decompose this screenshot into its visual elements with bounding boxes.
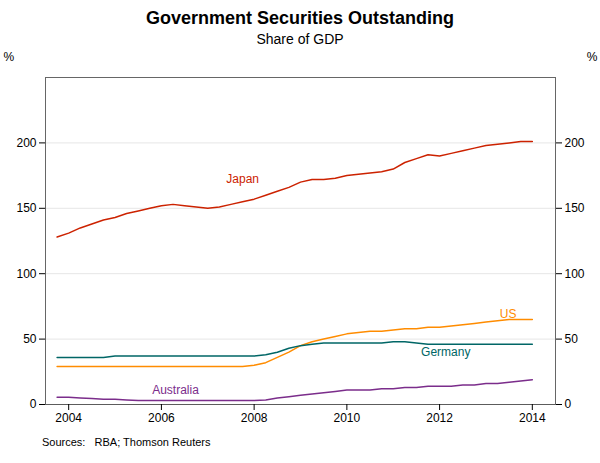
html-text:Government Securities Outstand: Government Securities Outstanding xyxy=(146,8,454,28)
svg-text:50: 50 xyxy=(565,332,579,346)
html-text:Share of GDP: Share of GDP xyxy=(256,31,344,47)
svg-text:0: 0 xyxy=(30,397,37,411)
svg-text:Japan: Japan xyxy=(226,172,259,186)
svg-text:200: 200 xyxy=(565,136,585,150)
svg-text:2008: 2008 xyxy=(241,411,268,425)
svg-text:200: 200 xyxy=(16,136,36,150)
html-text:Sources: RBA; Thomson Reuters: Sources: RBA; Thomson Reuters xyxy=(42,436,211,448)
svg-text:150: 150 xyxy=(565,201,585,215)
svg-text:2010: 2010 xyxy=(334,411,361,425)
svg-text:%: % xyxy=(587,50,598,64)
svg-text:150: 150 xyxy=(16,201,36,215)
svg-text:100: 100 xyxy=(16,267,36,281)
svg-text:0: 0 xyxy=(565,397,572,411)
svg-text:2004: 2004 xyxy=(55,411,82,425)
svg-text:50: 50 xyxy=(23,332,37,346)
svg-text:2012: 2012 xyxy=(426,411,453,425)
svg-text:2014: 2014 xyxy=(519,411,546,425)
svg-text:100: 100 xyxy=(565,267,585,281)
svg-text:Germany: Germany xyxy=(421,345,470,359)
svg-text:%: % xyxy=(4,50,15,64)
svg-text:2006: 2006 xyxy=(148,411,175,425)
svg-text:Australia: Australia xyxy=(152,383,199,397)
svg-text:US: US xyxy=(500,307,517,321)
